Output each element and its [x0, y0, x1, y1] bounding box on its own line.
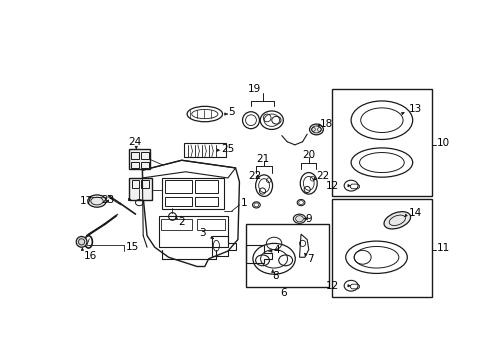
Ellipse shape — [76, 237, 87, 247]
Bar — [141, 162, 148, 168]
Text: 13: 13 — [408, 104, 421, 114]
Bar — [158, 216, 227, 247]
Text: 9: 9 — [305, 214, 312, 224]
Bar — [164, 197, 191, 206]
Bar — [162, 178, 224, 209]
Bar — [331, 199, 431, 297]
Text: 17: 17 — [80, 196, 93, 206]
Bar — [164, 180, 191, 193]
Text: 4: 4 — [273, 244, 279, 255]
Text: 3: 3 — [199, 228, 205, 238]
Text: 10: 10 — [436, 138, 449, 148]
Bar — [161, 219, 191, 230]
Bar — [194, 197, 218, 206]
Text: 22: 22 — [316, 171, 329, 181]
Ellipse shape — [293, 214, 305, 223]
Text: 25: 25 — [221, 144, 234, 154]
Text: 12: 12 — [325, 181, 339, 191]
Text: 1: 1 — [241, 198, 247, 208]
Bar — [141, 152, 148, 159]
Ellipse shape — [309, 124, 323, 135]
Bar — [131, 180, 139, 188]
Text: 11: 11 — [436, 243, 449, 253]
Text: 15: 15 — [125, 242, 139, 252]
Text: 23: 23 — [101, 194, 114, 204]
Bar — [331, 89, 431, 195]
Bar — [141, 180, 148, 188]
Text: 2: 2 — [178, 217, 184, 227]
Text: 8: 8 — [271, 271, 278, 281]
Ellipse shape — [87, 195, 106, 207]
Text: 12: 12 — [325, 281, 339, 291]
Text: 5: 5 — [228, 108, 235, 117]
Text: 7: 7 — [306, 254, 313, 264]
Text: 6: 6 — [280, 288, 286, 298]
Bar — [128, 149, 150, 170]
Text: 14: 14 — [408, 208, 421, 217]
Text: 21: 21 — [256, 154, 269, 164]
Text: 20: 20 — [302, 150, 315, 160]
Text: 22: 22 — [248, 171, 262, 181]
Bar — [197, 219, 224, 230]
Bar — [131, 152, 138, 159]
Ellipse shape — [383, 212, 410, 229]
Text: 19: 19 — [248, 84, 261, 94]
Bar — [183, 143, 226, 157]
Text: 16: 16 — [84, 251, 97, 261]
Bar — [131, 162, 138, 168]
Bar — [128, 178, 151, 199]
Text: 18: 18 — [320, 119, 333, 129]
Bar — [245, 224, 328, 287]
Text: 24: 24 — [128, 137, 141, 147]
Bar — [194, 180, 218, 193]
